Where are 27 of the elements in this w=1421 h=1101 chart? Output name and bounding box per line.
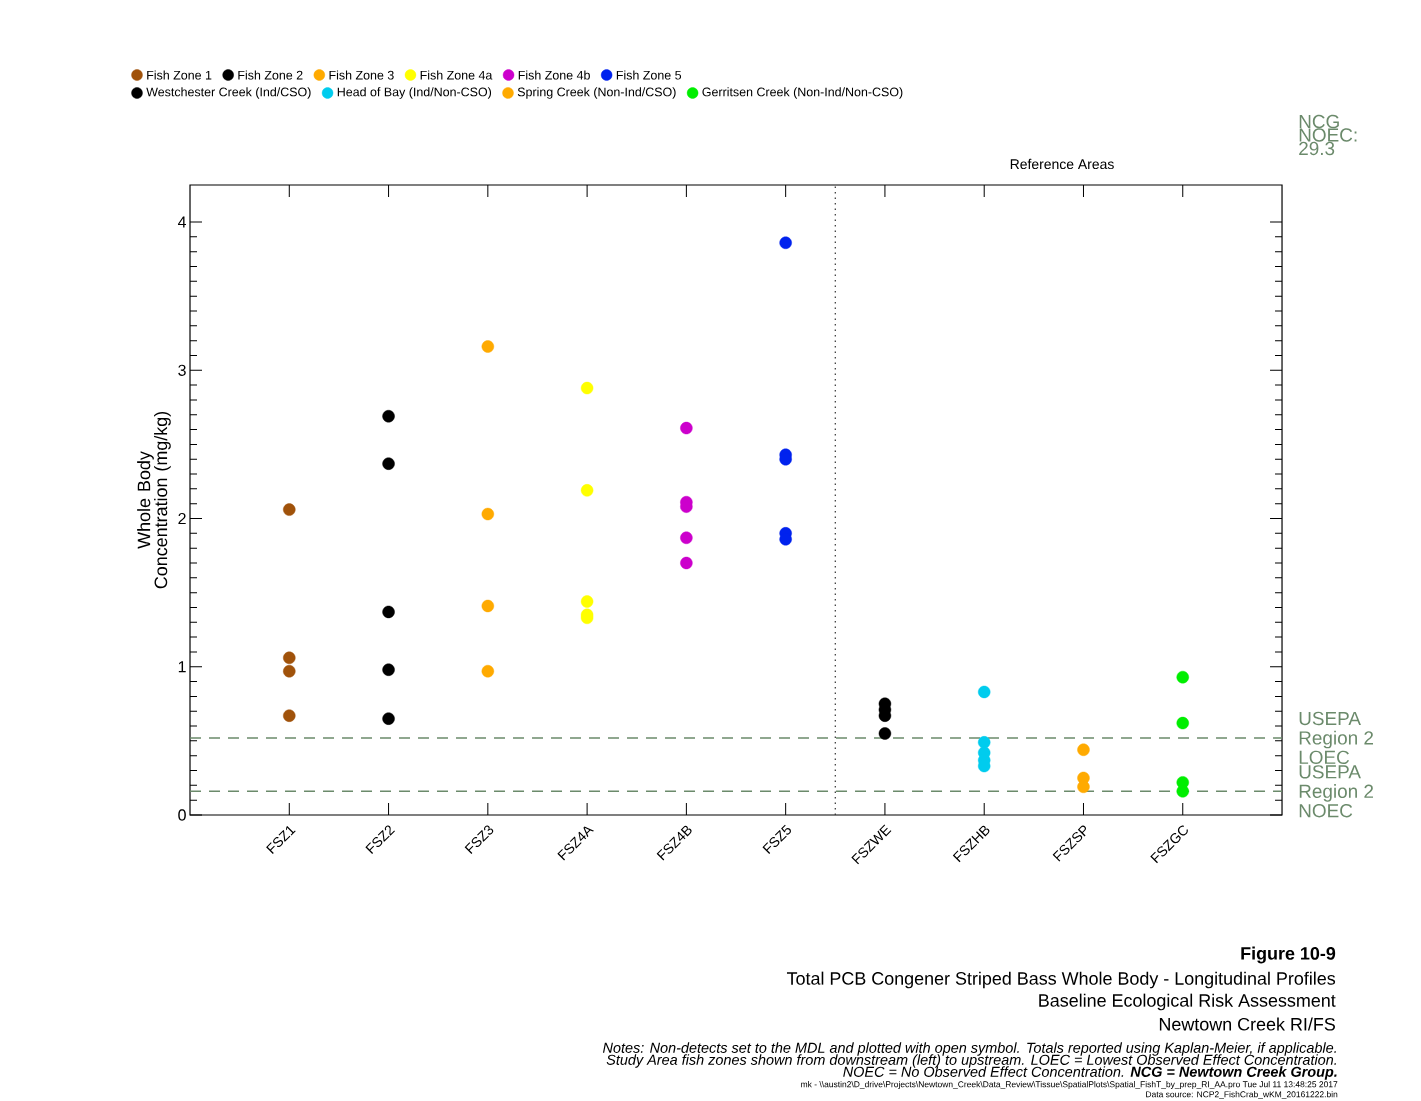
y-tick-label: 3 bbox=[178, 364, 186, 376]
ref-line-label: USEPA Region 2 NOEC bbox=[1299, 765, 1374, 818]
text: mk - \\austin2\D_drive\Projects\Newtown_Creek\Data_Review\Tissue\SpatialPlots\Spatial_FishT_by_prep_RI_AA.pro Tue Jul 11 13:48:25 2017 bbox=[801, 1081, 1338, 1089]
text: Total PCB Congener Striped Bass Whole Body - Longitudinal Profiles bbox=[786, 971, 1336, 989]
legend-label: Fish Zone 4b bbox=[518, 70, 590, 80]
legend-label: Head of Bay (Ind/Non-CSO) bbox=[337, 87, 492, 99]
legend-label: Fish Zone 3 bbox=[329, 70, 394, 80]
source-note: Data source: NCP2_FishCrab_wKM_20161222.bin bbox=[1146, 1091, 1338, 1099]
y-tick-label: 0 bbox=[178, 809, 186, 821]
text: Figure 10-9 bbox=[1241, 946, 1336, 964]
y-tick-label: 1 bbox=[178, 661, 186, 673]
y-tick-label: 4 bbox=[177, 216, 187, 228]
text: NOEC = No Observed Effect Concentration. NCG = Newtown Creek Group. bbox=[843, 1066, 1337, 1080]
text: Reference Areas bbox=[1010, 158, 1114, 170]
legend-label: Gerritsen Creek (Non-Ind/Non-CSO) bbox=[702, 87, 903, 99]
legend-label: Westchester Creek (Ind/CSO) bbox=[146, 87, 311, 99]
text: NCG NOEC: 29.3 bbox=[1299, 114, 1357, 156]
y-tick-label: 2 bbox=[178, 512, 186, 525]
legend-label: Fish Zone 4a bbox=[420, 70, 493, 80]
legend-label: Fish Zone 2 bbox=[238, 70, 303, 80]
legend-label: Fish Zone 5 bbox=[616, 70, 682, 80]
ref-line-label: USEPA Region 2 LOEC bbox=[1299, 711, 1374, 765]
legend-label: Fish Zone 1 bbox=[147, 70, 212, 80]
y-axis-title: Whole Body Concentration (mg/kg) bbox=[137, 411, 171, 589]
text: Newtown Creek RI/FS bbox=[1159, 1017, 1335, 1031]
legend-label: Spring Creek (Non-Ind/CSO) bbox=[517, 87, 676, 99]
text: Baseline Ecological Risk Assessment bbox=[1039, 993, 1336, 1011]
